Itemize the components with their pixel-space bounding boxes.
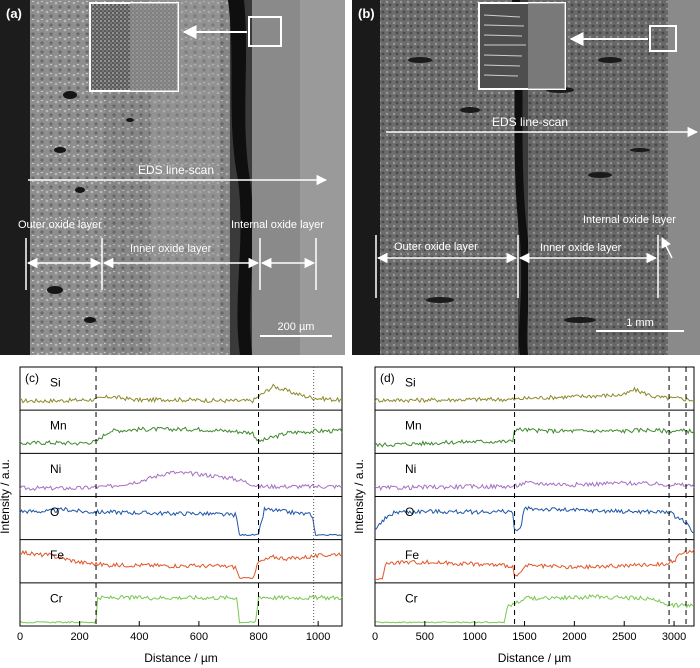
linescan-chart-d: Si Mn Ni O Fe Cr 0 500 1000 1500 2000 2500 3000 (d) Di… <box>352 366 695 665</box>
series-line-fe <box>19 550 343 580</box>
substrate-region-b <box>668 0 700 355</box>
x-tick-label: 400 <box>130 631 148 643</box>
x-tick-label: 600 <box>190 631 208 643</box>
inset-source-box-b <box>649 25 677 52</box>
layer-label-inner-b: Inner oxide layer <box>540 242 622 254</box>
series-line-o <box>374 505 695 534</box>
linescan-chart-c: Si Mn Ni O Fe Cr 0 200 400 600 800 1000 (c) Distance … <box>0 366 343 665</box>
x-tick-label: 0 <box>372 631 378 643</box>
series-label-o: O <box>405 505 414 519</box>
panel-label-d: (d) <box>380 371 395 385</box>
layer-label-outer-a: Outer oxide layer <box>18 219 102 231</box>
series-label-cr: Cr <box>50 591 63 605</box>
panel-label-b: (b) <box>358 6 375 21</box>
series-label-o: O <box>50 505 59 519</box>
micrograph-b: (b) EDS line-scan Outer oxide layer Inne… <box>352 0 700 355</box>
inset-source-box-a <box>248 16 282 47</box>
mounting-edge-a <box>0 0 30 355</box>
layer-label-outer-b: Outer oxide layer <box>394 241 478 253</box>
series-label-cr: Cr <box>405 591 418 605</box>
eds-label-b: EDS line-scan <box>492 115 568 129</box>
x-tick-label: 3000 <box>662 631 686 643</box>
series-line-ni <box>374 480 695 492</box>
series-label-mn: Mn <box>50 419 67 433</box>
x-tick-label: 500 <box>416 631 434 643</box>
x-tick-label: 2500 <box>612 631 636 643</box>
series-line-cr <box>374 593 695 624</box>
layer-label-internal-a: Internal oxide layer <box>231 219 324 231</box>
x-axis-label-d: Distance / µm <box>498 651 572 665</box>
y-axis-label-c: Intensity / a.u. <box>0 459 12 534</box>
layer-label-inner-a: Inner oxide layer <box>130 243 212 255</box>
x-axis-label-c: Distance / µm <box>144 651 218 665</box>
micrograph-a: (a) EDS line-scan Outer oxide layer Inne… <box>0 0 345 355</box>
series-line-si <box>19 383 343 404</box>
inset-substrate-a <box>130 3 178 91</box>
layer-markers-b <box>375 235 673 298</box>
x-tick-label: 800 <box>249 631 267 643</box>
panel-label-a: (a) <box>6 6 22 21</box>
series-label-ni: Ni <box>50 462 61 476</box>
x-tick-label: 1000 <box>462 631 486 643</box>
series-label-si: Si <box>405 375 416 389</box>
x-tick-label: 0 <box>17 631 23 643</box>
mounting-edge-b <box>352 0 380 355</box>
series-line-cr <box>19 594 343 624</box>
eds-label-a: EDS line-scan <box>138 163 214 177</box>
scale-bar-label-b: 1 mm <box>626 317 654 329</box>
series-label-si: Si <box>50 375 61 389</box>
y-axis-label-d: Intensity / a.u. <box>352 459 366 534</box>
x-tick-label: 1500 <box>512 631 536 643</box>
scale-bar-label-a: 200 µm <box>278 321 315 333</box>
series-label-fe: Fe <box>405 548 419 562</box>
layer-label-internal-b: Internal oxide layer <box>583 214 676 226</box>
inset-lamellae-b <box>483 14 526 77</box>
series-label-fe: Fe <box>50 548 64 562</box>
pores-a <box>47 91 134 323</box>
x-tick-label: 1000 <box>306 631 330 643</box>
substrate-region-a <box>300 0 345 355</box>
series-line-si <box>374 386 695 404</box>
panel-label-c: (c) <box>25 371 39 385</box>
inset-substrate-b <box>528 3 565 89</box>
series-label-mn: Mn <box>405 419 422 433</box>
x-tick-label: 2000 <box>562 631 586 643</box>
layer-markers-a <box>25 238 317 290</box>
series-label-ni: Ni <box>405 462 416 476</box>
series-line-ni <box>19 470 343 491</box>
series-line-o <box>19 506 343 537</box>
x-tick-label: 200 <box>70 631 88 643</box>
series-line-mn <box>374 427 695 448</box>
series-line-mn <box>19 426 343 446</box>
series-line-fe <box>374 548 695 581</box>
